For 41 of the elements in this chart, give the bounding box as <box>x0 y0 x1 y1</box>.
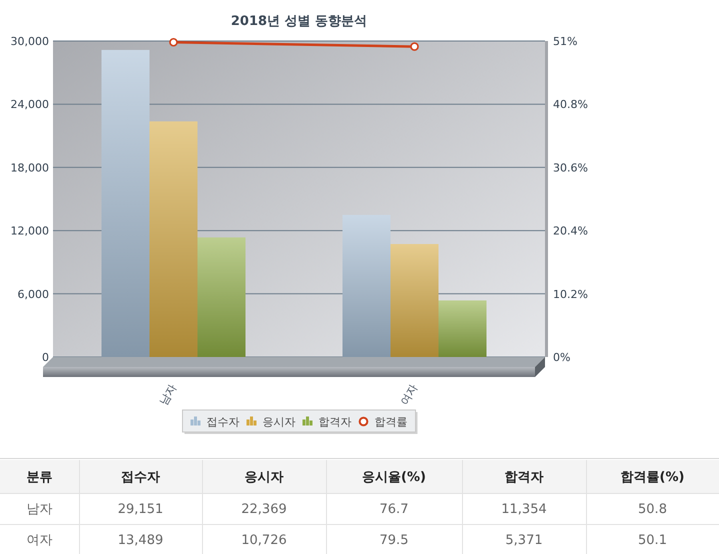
legend-label: 합격자 <box>318 416 352 428</box>
text: 응시자 <box>244 470 284 485</box>
y2-tick-label: 51% <box>553 35 578 48</box>
data-label: 5,371 <box>505 533 543 548</box>
y-tick-label: 18,000 <box>10 161 49 174</box>
bar <box>438 300 486 357</box>
data-label: 11,354 <box>501 502 547 517</box>
y-tick-label: 12,000 <box>10 224 49 238</box>
bar <box>390 244 438 357</box>
text: 합격자 <box>504 470 544 485</box>
y2-tick-label: 30.6% <box>553 161 588 174</box>
bar <box>198 237 246 357</box>
bar <box>342 214 390 357</box>
text: 접수자 <box>121 470 160 485</box>
category-label: 여자 <box>26 533 52 548</box>
legend-label: 응시자 <box>262 416 296 428</box>
y2-tick-label: 10.2% <box>553 288 588 301</box>
y2-tick-label: 0% <box>553 351 570 364</box>
chart-title: 2018년 성별 동향분석 <box>230 14 368 29</box>
bar <box>102 50 150 357</box>
legend-label: 접수자 <box>206 416 240 428</box>
y2-tick-label: 40.8% <box>553 98 588 112</box>
data-label: 22,369 <box>241 502 287 517</box>
data-label: 13,489 <box>118 533 164 548</box>
y-tick-label: 0 <box>42 351 49 364</box>
data-label: 29,151 <box>118 502 164 517</box>
y-tick-label: 24,000 <box>10 98 49 112</box>
y-tick-label: 30,000 <box>10 35 49 48</box>
data-label: 50.1 <box>638 533 667 548</box>
data-label: 10,726 <box>241 533 287 548</box>
bar <box>150 121 198 357</box>
y2-tick-label: 20.4% <box>553 224 588 238</box>
y-tick-label: 6,000 <box>18 288 49 301</box>
category-label: 남자 <box>26 502 52 517</box>
text: 분류 <box>26 470 52 485</box>
text: 합격률(%) <box>620 470 684 485</box>
data-label: 76.7 <box>380 502 408 517</box>
text: 응시율(%) <box>362 470 426 485</box>
data-label: 79.5 <box>380 533 408 548</box>
legend-label: 합격률 <box>374 416 408 428</box>
data-label: 50.8 <box>638 502 667 517</box>
